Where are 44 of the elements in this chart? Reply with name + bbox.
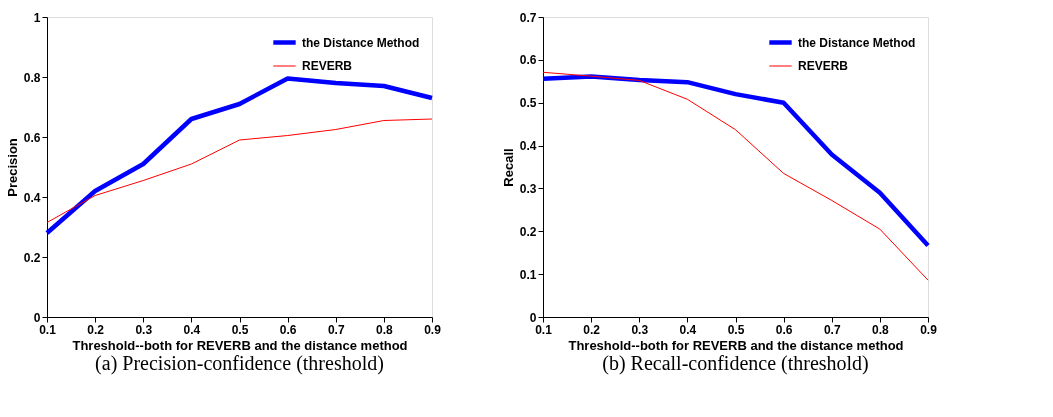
- x-tick-label: 0.4: [183, 322, 201, 337]
- legend-label: REVERB: [798, 59, 849, 73]
- y-tick-label: 0.2: [23, 250, 41, 265]
- x-tick-label: 0.8: [872, 322, 890, 337]
- x-tick-label: 0.1: [535, 322, 553, 337]
- x-tick-label: 0.2: [583, 322, 601, 337]
- legend-label: the Distance Method: [798, 35, 916, 50]
- y-tick-label: 0.8: [23, 70, 41, 85]
- y-tick-label: 0.6: [519, 53, 537, 68]
- y-axis-title: Precision: [4, 138, 20, 197]
- line-series: [44, 76, 435, 236]
- text: (b) Recall-confidence (threshold): [602, 352, 869, 375]
- text: (a) Precision-confidence (threshold): [95, 352, 384, 375]
- x-tick-label: 0.7: [823, 322, 841, 337]
- line-series: [46, 118, 433, 223]
- y-tick-label: 0.5: [519, 96, 537, 111]
- y-tick-label: 0.2: [519, 224, 537, 239]
- y-tick-label: 0.6: [23, 130, 41, 145]
- x-tick-label: 0.5: [727, 322, 745, 337]
- x-tick-label: 0.9: [920, 322, 938, 337]
- x-tick-label: 0.3: [135, 322, 153, 337]
- y-tick-label: 0.4: [23, 190, 41, 205]
- x-tick-label: 0.9: [424, 322, 442, 337]
- x-tick-label: 0.3: [631, 322, 649, 337]
- y-tick-label: 0.4: [519, 139, 537, 154]
- x-tick-label: 0.5: [231, 322, 249, 337]
- y-tick-label: 0: [529, 310, 537, 325]
- x-tick-label: 0.8: [376, 322, 394, 337]
- x-axis-title: Threshold--both for REVERB and the distance method: [568, 337, 904, 353]
- y-axis-title: Recall: [500, 148, 516, 187]
- x-tick-label: 0.6: [775, 322, 793, 337]
- x-tick-label: 0.7: [327, 322, 345, 337]
- line-series: [542, 71, 929, 281]
- x-tick-label: 0.2: [87, 322, 105, 337]
- legend-label: REVERB: [302, 59, 353, 73]
- x-tick-label: 0.4: [679, 322, 697, 337]
- legend-label: the Distance Method: [302, 35, 420, 50]
- y-tick-label: 1: [33, 10, 41, 25]
- y-tick-label: 0: [33, 310, 41, 325]
- x-tick-label: 0.6: [279, 322, 297, 337]
- y-tick-label: 0.3: [519, 181, 537, 196]
- y-tick-label: 0.7: [519, 10, 537, 25]
- x-axis-title: Threshold--both for REVERB and the distance method: [72, 337, 408, 353]
- y-tick-label: 0.1: [519, 267, 537, 282]
